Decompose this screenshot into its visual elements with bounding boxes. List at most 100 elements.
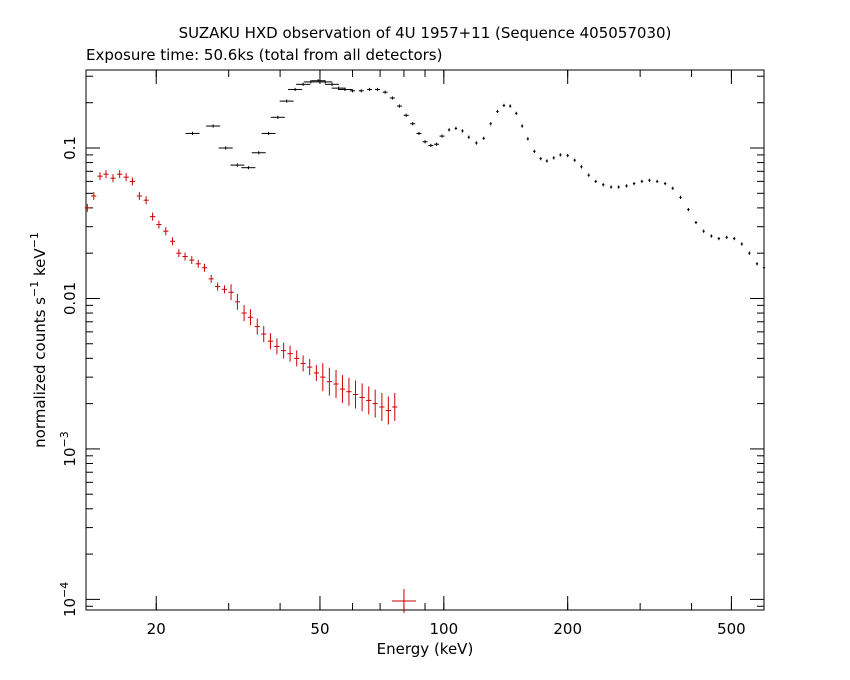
data-point [241, 166, 256, 170]
data-point [311, 79, 326, 83]
data-point [733, 236, 736, 241]
data-point [169, 237, 176, 246]
data-point [261, 131, 276, 136]
data-point [176, 249, 182, 258]
data-point [325, 82, 340, 86]
data-point [533, 149, 536, 153]
data-point [717, 236, 721, 241]
x-tick-label: 500 [717, 620, 746, 638]
data-point [454, 126, 458, 131]
y-tick-label: 10−3 [58, 431, 79, 466]
series-0 [185, 79, 766, 270]
data-point [182, 252, 188, 261]
data-point [428, 143, 434, 148]
data-point [274, 338, 280, 355]
data-point [392, 392, 398, 421]
y-axis-label: normalized counts s−1 keV−1 [28, 232, 49, 448]
data-point [303, 80, 318, 84]
data-point [218, 146, 233, 150]
data-point [725, 235, 728, 239]
data-point [366, 386, 372, 415]
y-axis-label-exponent-1: −1 [28, 281, 41, 297]
data-point [267, 333, 274, 350]
x-axis-label: Energy (keV) [377, 640, 474, 658]
data-point [648, 178, 651, 182]
y-tick-label: 0.01 [61, 282, 79, 315]
data-point [129, 177, 135, 186]
data-point [296, 82, 311, 86]
data-point [559, 153, 562, 157]
x-tick-label: 50 [310, 620, 329, 638]
y-tick-labels: 0.1 0.01 10−3 10−4 [58, 136, 79, 617]
data-point [447, 128, 451, 132]
data-point [352, 380, 359, 409]
data-point [320, 363, 326, 392]
data-point [136, 191, 142, 200]
data-point [410, 122, 416, 126]
data-point [382, 90, 388, 94]
data-point [671, 186, 674, 190]
data-point [552, 156, 555, 160]
chart-subtitle: Exposure time: 50.6ks (total from all de… [86, 46, 442, 64]
data-point [97, 172, 103, 181]
data-point [702, 229, 705, 233]
data-point [346, 377, 352, 406]
data-point [391, 589, 416, 614]
data-point [509, 104, 512, 108]
data-point [385, 396, 391, 425]
data-point [287, 345, 293, 362]
data-point [318, 80, 333, 84]
data-point [694, 220, 698, 225]
data-point [358, 89, 364, 93]
data-point [475, 141, 478, 145]
y-tick-label: 0.1 [61, 136, 79, 160]
x-tick-label: 200 [553, 620, 582, 638]
data-point [389, 96, 395, 100]
data-point [156, 220, 162, 229]
data-point [359, 383, 365, 412]
data-point [762, 266, 766, 270]
data-point [123, 173, 129, 182]
data-point [350, 89, 356, 93]
data-point [663, 182, 667, 186]
data-point [150, 212, 156, 221]
data-point [515, 111, 518, 115]
data-point [84, 203, 90, 212]
data-point [333, 370, 339, 399]
data-point [339, 375, 346, 404]
data-point [461, 129, 464, 133]
y-axis-label-prefix: normalized counts s [31, 297, 49, 448]
data-point [755, 262, 759, 266]
y-axis-label-exponent-2: −1 [28, 232, 41, 248]
series-layer [84, 79, 766, 614]
series-1 [84, 170, 416, 614]
data-point [640, 179, 644, 183]
data-point [208, 274, 214, 283]
data-point [632, 182, 636, 186]
data-point [163, 227, 169, 236]
y-axis-label-mid: keV [31, 248, 49, 281]
data-point [110, 174, 116, 183]
data-point [367, 87, 373, 92]
data-point [300, 355, 306, 372]
data-point [580, 165, 583, 169]
data-point [143, 196, 149, 205]
data-point [201, 263, 208, 272]
data-point [185, 131, 200, 136]
data-point [710, 234, 713, 238]
data-point [416, 131, 422, 136]
data-point [206, 124, 221, 128]
data-point [587, 173, 590, 177]
data-point [679, 195, 682, 199]
data-point [195, 259, 201, 268]
data-point [609, 185, 613, 189]
x-tick-label: 20 [147, 620, 166, 638]
data-point [375, 87, 381, 92]
data-point [403, 113, 409, 117]
data-point [573, 158, 576, 162]
data-point [617, 185, 620, 189]
data-point [294, 350, 300, 367]
data-point [396, 104, 402, 108]
data-point [270, 115, 285, 119]
